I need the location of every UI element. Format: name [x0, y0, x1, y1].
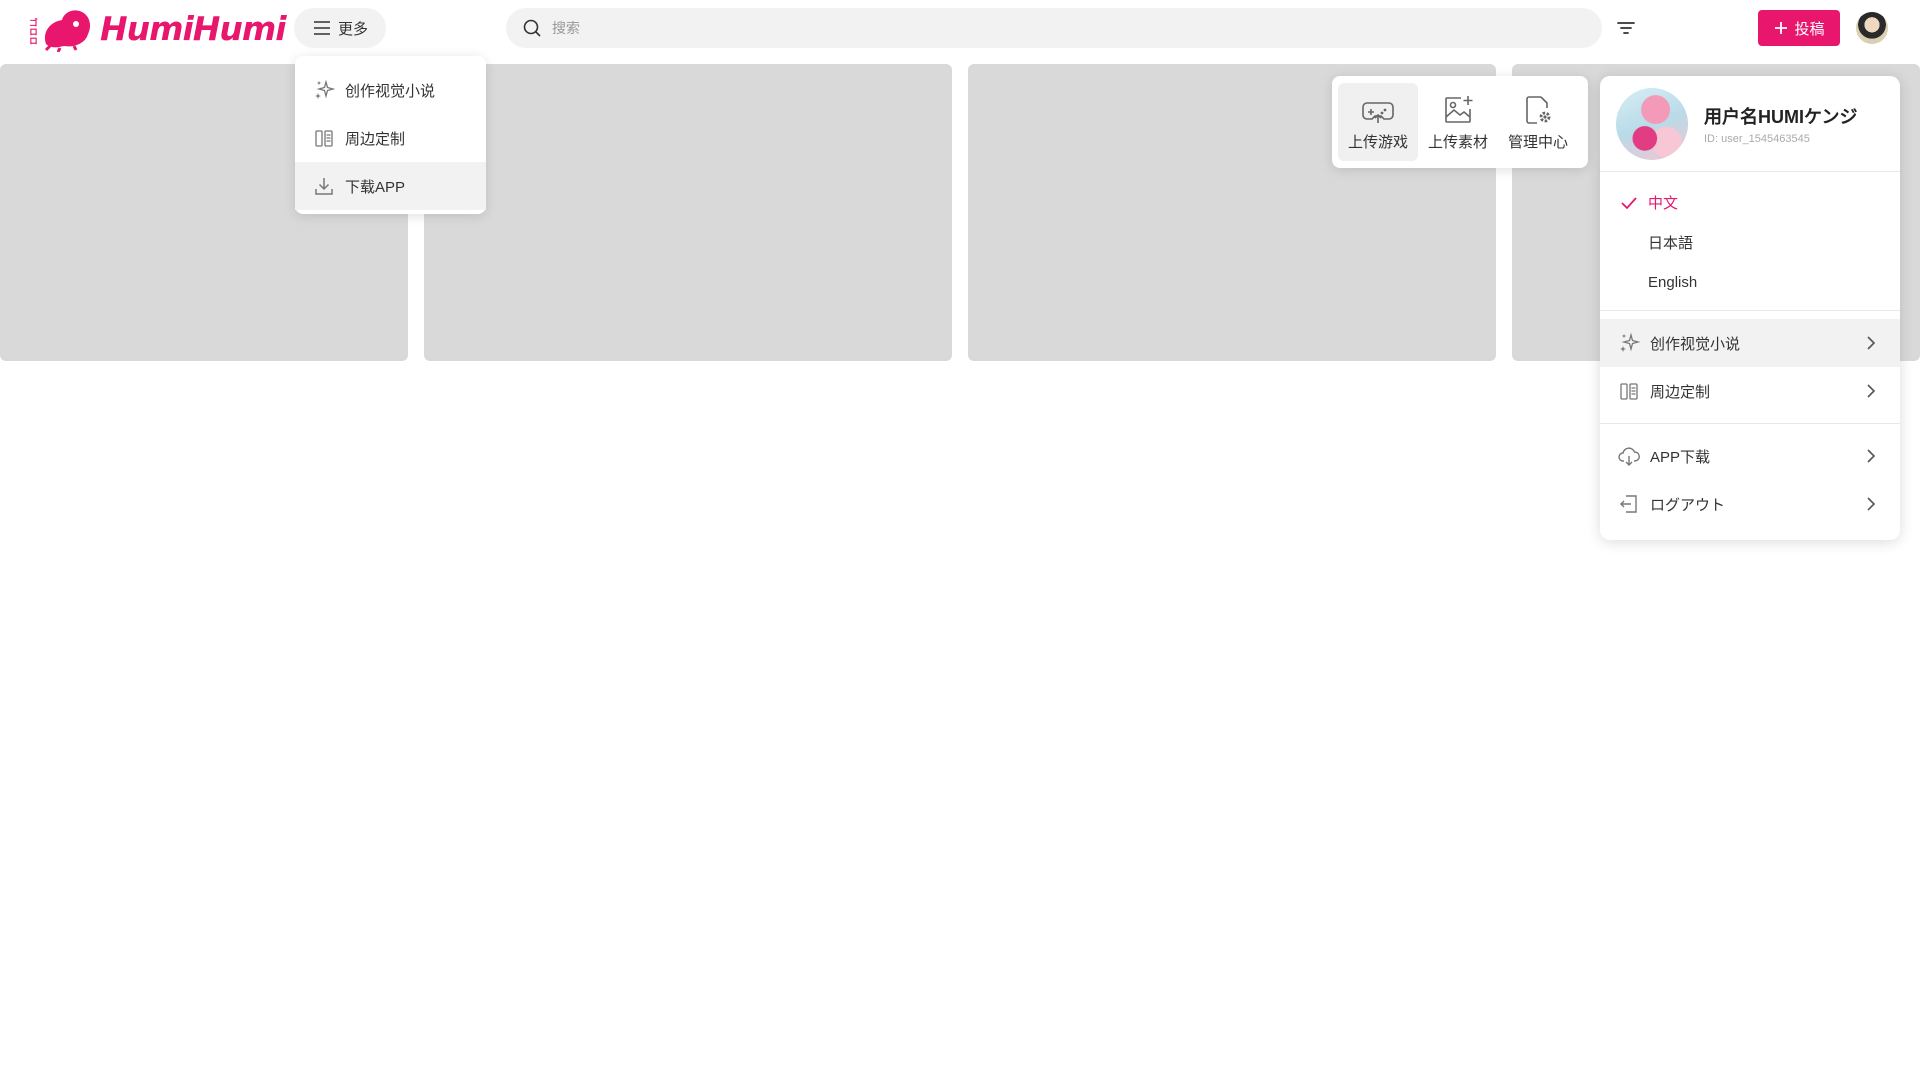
- username: 用户名HUMIケンジ: [1704, 106, 1858, 127]
- language-list: 中文 日本語 English: [1600, 172, 1900, 311]
- more-item-label: 创作视觉小说: [345, 82, 436, 100]
- merch-icon: [1620, 383, 1638, 400]
- search-icon: [523, 19, 541, 37]
- svg-text:ゴロロ: ゴロロ: [30, 17, 37, 45]
- more-item-label: 下载APP: [345, 178, 406, 196]
- more-item-download-app[interactable]: 下载APP: [295, 162, 486, 210]
- language-label: 中文: [1648, 194, 1679, 212]
- more-dropdown-menu: 创作视觉小说 周边定制 下载APP: [295, 56, 486, 214]
- chevron-right-icon: [1867, 449, 1876, 463]
- language-option-english[interactable]: English: [1600, 262, 1900, 302]
- management-center-label: 管理中心: [1507, 133, 1568, 151]
- more-item-create-novel[interactable]: 创作视觉小说: [295, 66, 486, 114]
- upload-material-button[interactable]: 上传素材: [1418, 83, 1498, 161]
- chevron-right-icon: [1867, 384, 1876, 398]
- panel-item-create-novel[interactable]: 创作视觉小说: [1600, 319, 1900, 367]
- panel-item-label: 创作视觉小说: [1650, 335, 1741, 353]
- language-label: 日本語: [1648, 234, 1694, 252]
- panel-item-label: ログアウト: [1650, 496, 1726, 514]
- search-bar[interactable]: [506, 8, 1602, 48]
- file-settings-icon: [1526, 95, 1551, 124]
- upload-game-button[interactable]: 上传游戏: [1338, 83, 1418, 161]
- cloud-download-icon: [1618, 447, 1640, 466]
- humihumi-logo[interactable]: ゴロロ HumiHumi: [30, 4, 287, 52]
- logo-text: HumiHumi: [100, 8, 287, 48]
- user-dropdown-panel: 用户名HUMIケンジ ID: user_1545463545 中文 日本語 En…: [1600, 76, 1900, 540]
- panel-item-label: APP下载: [1650, 448, 1711, 466]
- profile-avatar: [1616, 87, 1688, 160]
- user-avatar[interactable]: [1856, 12, 1888, 44]
- sparkles-icon: [315, 79, 335, 99]
- panel-item-merch[interactable]: 周边定制: [1600, 367, 1900, 415]
- language-option-chinese[interactable]: 中文: [1600, 182, 1900, 222]
- user-info: 用户名HUMIケンジ ID: user_1545463545: [1704, 103, 1857, 145]
- panel-menu-group-create: 创作视觉小说 周边定制: [1600, 311, 1900, 424]
- user-profile-header[interactable]: 用户名HUMIケンジ ID: user_1545463545: [1600, 76, 1900, 172]
- gamepad-upload-icon: [1362, 101, 1394, 123]
- sparkles-icon: [1620, 332, 1640, 352]
- chevron-right-icon: [1867, 336, 1876, 350]
- post-label: 投稿: [1794, 20, 1825, 38]
- search-input[interactable]: [552, 20, 1552, 36]
- merch-icon: [315, 130, 333, 147]
- more-label: 更多: [337, 20, 368, 38]
- more-menu-button[interactable]: 更多: [294, 8, 386, 48]
- user-id: ID: user_1545463545: [1704, 132, 1810, 145]
- top-header: ゴロロ HumiHumi 更多 投稿: [0, 0, 1920, 56]
- more-item-label: 周边定制: [345, 130, 406, 148]
- filter-icon[interactable]: [1614, 16, 1638, 40]
- language-label: English: [1648, 273, 1698, 291]
- content-card-placeholder[interactable]: [424, 64, 952, 361]
- upload-popup: 上传游戏 上传素材 管理中心: [1332, 76, 1588, 168]
- post-button[interactable]: 投稿: [1758, 10, 1840, 46]
- upload-material-label: 上传素材: [1427, 133, 1488, 151]
- check-icon: [1621, 197, 1637, 210]
- panel-menu-group-account: APP下载 ログアウト: [1600, 424, 1900, 536]
- management-center-button[interactable]: 管理中心: [1498, 83, 1578, 161]
- plus-icon: [1775, 22, 1788, 34]
- image-upload-icon: [1445, 95, 1473, 123]
- language-option-japanese[interactable]: 日本語: [1600, 222, 1900, 262]
- logo-mark-icon: ゴロロ: [30, 10, 90, 52]
- panel-item-logout[interactable]: ログアウト: [1600, 480, 1900, 528]
- upload-game-label: 上传游戏: [1347, 133, 1408, 151]
- download-icon: [315, 178, 333, 195]
- chevron-right-icon: [1867, 497, 1876, 511]
- more-item-merch[interactable]: 周边定制: [295, 114, 486, 162]
- logout-icon: [1620, 495, 1637, 513]
- panel-item-app-download[interactable]: APP下载: [1600, 432, 1900, 480]
- panel-item-label: 周边定制: [1650, 383, 1711, 401]
- hamburger-icon: [313, 21, 330, 35]
